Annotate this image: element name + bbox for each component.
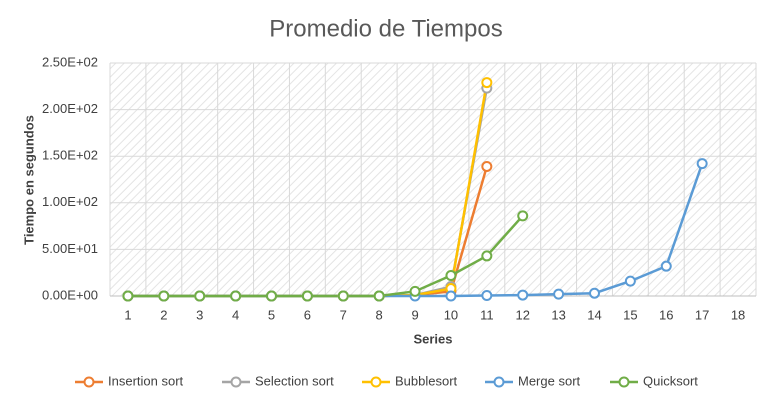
data-point	[696, 158, 708, 170]
data-point	[589, 287, 600, 299]
x-tick-label: 9	[411, 307, 418, 322]
x-tick-label: 18	[731, 307, 745, 322]
data-point	[624, 275, 636, 287]
y-tick-label: 2.50E+02	[42, 54, 98, 69]
legend-marker	[493, 376, 505, 388]
data-point	[301, 290, 313, 302]
data-point	[481, 77, 493, 89]
data-point	[481, 160, 493, 172]
y-tick-label: 0.00E+00	[42, 287, 98, 302]
data-point	[445, 290, 457, 302]
data-point	[445, 269, 457, 281]
y-axis-label: Tiempo en segundos	[21, 115, 36, 245]
data-point	[337, 290, 349, 302]
x-tick-label: 5	[268, 307, 275, 322]
data-point	[122, 290, 134, 302]
x-tick-label: 16	[659, 307, 673, 322]
x-tick-label: 10	[444, 307, 458, 322]
chart-title: Promedio de Tiempos	[269, 15, 502, 42]
x-tick-label: 2	[160, 307, 167, 322]
x-tick-label: 8	[376, 307, 383, 322]
data-point	[481, 250, 493, 262]
legend-marker	[83, 376, 95, 388]
x-tick-label: 15	[623, 307, 637, 322]
x-tick-label: 11	[480, 307, 494, 322]
legend-marker	[618, 376, 630, 388]
x-tick-label: 12	[515, 307, 529, 322]
x-tick-label: 17	[695, 307, 709, 322]
y-tick-label: 1.00E+02	[42, 194, 98, 209]
y-tick-label: 1.50E+02	[42, 148, 98, 163]
data-point	[373, 290, 385, 302]
data-point	[517, 210, 529, 222]
x-tick-label: 4	[232, 307, 239, 322]
legend-label: Merge sort	[518, 373, 581, 388]
x-axis-label: Series	[413, 331, 452, 346]
data-point	[481, 290, 493, 302]
x-tick-label: 1	[124, 307, 131, 322]
data-point	[553, 288, 565, 300]
legend-label: Insertion sort	[108, 373, 184, 388]
legend-label: Bubblesort	[395, 373, 458, 388]
data-point	[230, 290, 242, 302]
data-point	[409, 285, 421, 297]
x-tick-label: 6	[304, 307, 311, 322]
data-point	[517, 289, 529, 301]
x-tick-label: 7	[340, 307, 347, 322]
legend-label: Quicksort	[643, 373, 698, 388]
y-tick-label: 2.00E+02	[42, 101, 98, 116]
series-line	[127, 215, 524, 298]
data-point	[660, 260, 672, 272]
x-tick-label: 14	[587, 307, 601, 322]
x-tick-label: 3	[196, 307, 203, 322]
x-tick-label: 13	[551, 307, 565, 322]
data-point	[158, 290, 170, 302]
legend-marker	[230, 376, 242, 388]
legend-label: Selection sort	[255, 373, 334, 388]
data-point	[194, 290, 206, 302]
legend-marker	[370, 376, 382, 388]
y-tick-label: 5.00E+01	[42, 241, 98, 256]
data-point	[266, 290, 277, 302]
